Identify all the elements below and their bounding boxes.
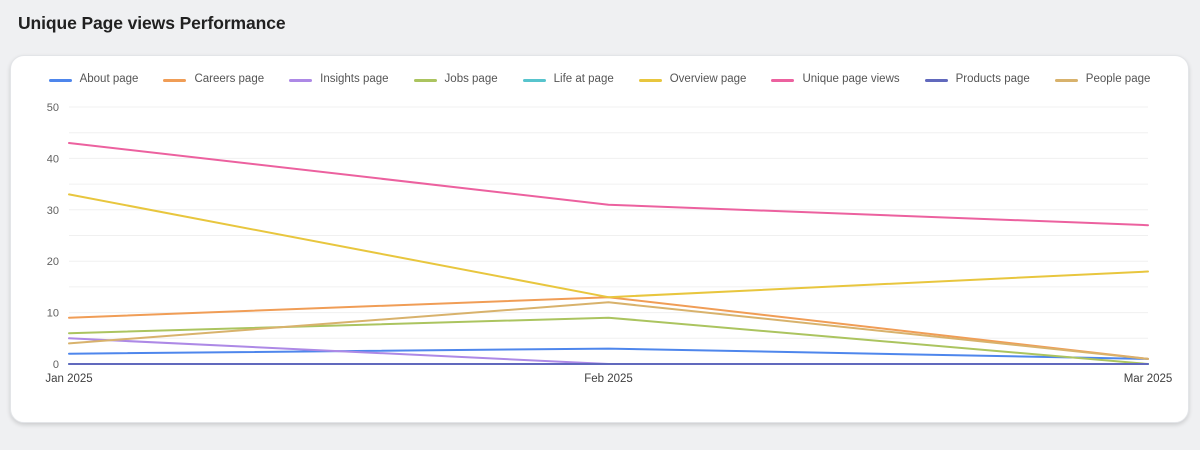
legend-label: People page	[1085, 73, 1151, 86]
legend-item-people-page[interactable]: People page	[1054, 73, 1151, 86]
y-axis-tick-label: 50	[47, 102, 59, 114]
legend-marker-icon	[289, 78, 313, 82]
page-title: Unique Page views Performance	[18, 13, 286, 33]
y-axis-tick-label: 0	[53, 359, 59, 371]
legend-item-careers-page[interactable]: Careers page	[163, 74, 264, 86]
y-axis-tick-label: 40	[47, 153, 59, 165]
legend-item-about-page[interactable]: About page	[48, 73, 139, 86]
legend-item-jobs-page[interactable]: Jobs page	[413, 73, 498, 86]
legend-marker-icon	[924, 78, 948, 82]
legend-marker-icon	[163, 78, 187, 82]
legend-label: Jobs page	[444, 73, 498, 86]
legend-label: Overview page	[669, 73, 747, 86]
legend-item-life-at-page[interactable]: Life at page	[522, 73, 614, 86]
legend-label: Careers page	[194, 73, 265, 86]
series-line-overview-page[interactable]	[68, 193, 1149, 299]
legend-item-overview-page[interactable]: Overview page	[638, 73, 747, 86]
chart-legend: About page Careers page Insights page Jobs …	[11, 70, 1188, 90]
legend-label: Insights page	[320, 73, 389, 86]
legend-label: Life at page	[553, 73, 614, 86]
legend-label: Products page	[955, 73, 1030, 86]
series-line-unique-page-views[interactable]	[68, 142, 1149, 227]
legend-item-products-page[interactable]: Products page	[924, 73, 1030, 86]
y-axis-tick-label: 30	[47, 205, 59, 217]
chart-card: 0 10 20 30 40 50 Jan 2025 Feb 2025 Mar 2025 Abou…	[10, 55, 1189, 423]
legend-label: Unique page views	[802, 73, 900, 86]
x-axis-tick-label: Feb 2025	[584, 373, 633, 385]
x-axis-tick-label: Jan 2025	[45, 373, 92, 385]
legend-label: About page	[79, 73, 139, 86]
legend-marker-icon	[48, 78, 72, 82]
legend-marker-icon	[522, 78, 546, 82]
legend-marker-icon	[1054, 78, 1078, 82]
legend-item-insights-page[interactable]: Insights page	[289, 73, 389, 86]
legend-marker-icon	[771, 78, 795, 82]
x-axis-tick-label: Mar 2025	[1124, 373, 1173, 385]
series-line-people-page[interactable]	[68, 301, 1149, 360]
series-line-jobs-page[interactable]	[68, 316, 1149, 365]
legend-item-unique-page-views[interactable]: Unique page views	[771, 73, 900, 86]
series-line-about-page[interactable]	[68, 347, 1149, 360]
y-axis-tick-label: 10	[47, 308, 59, 320]
legend-marker-icon	[413, 78, 437, 82]
y-axis-tick-label: 20	[47, 256, 59, 268]
legend-marker-icon	[638, 78, 662, 82]
line-chart-plot-area: 0 10 20 30 40 50 Jan 2025 Feb 2025 Mar 2025	[45, 102, 1173, 385]
